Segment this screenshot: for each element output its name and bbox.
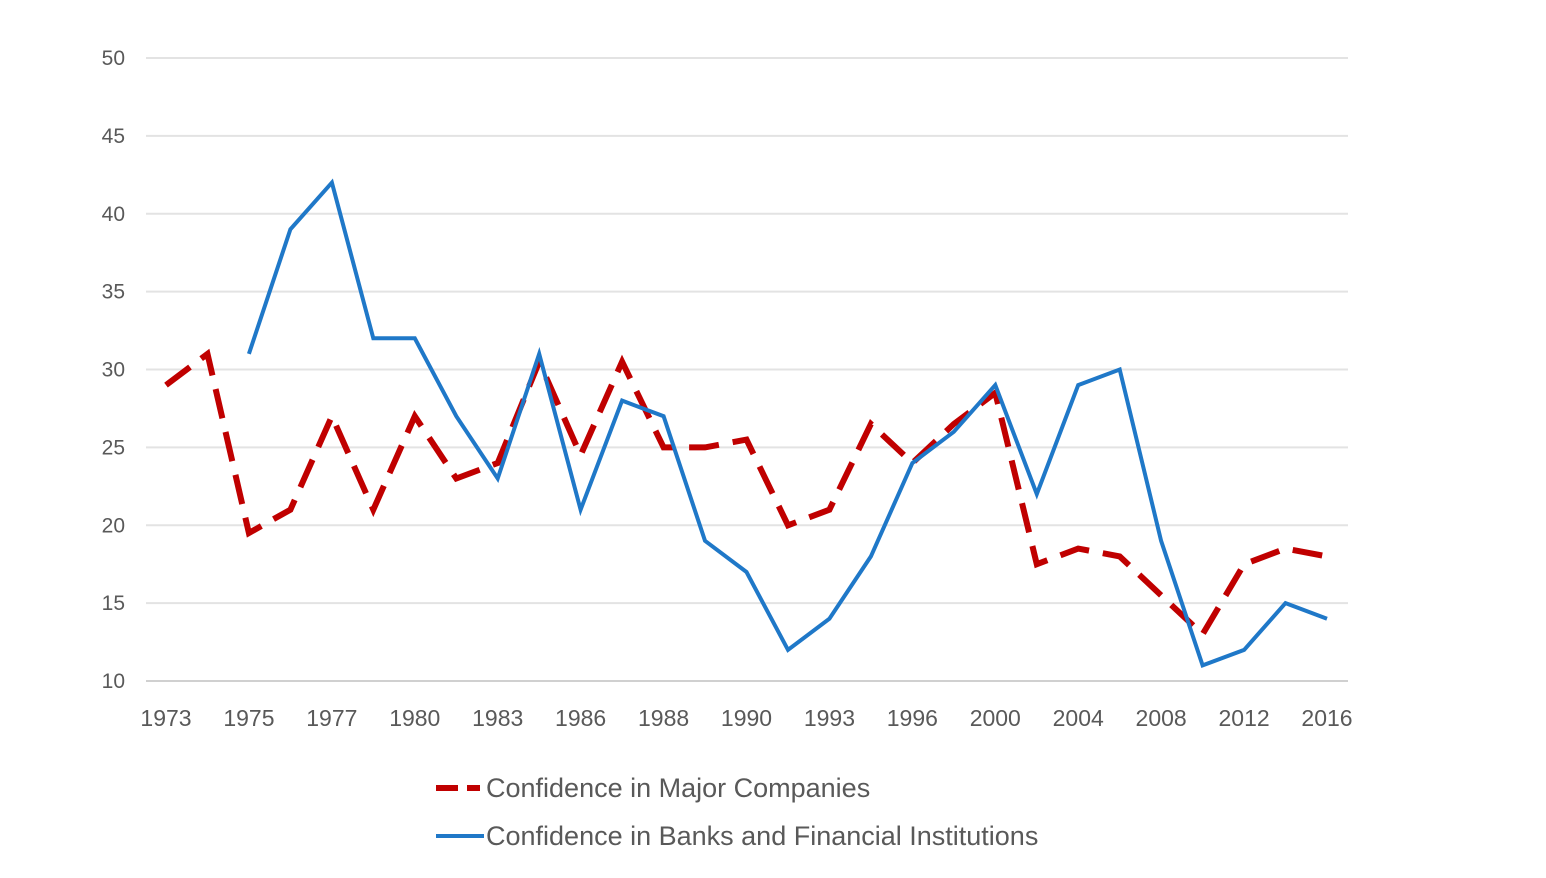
data-point <box>412 335 418 341</box>
data-point <box>619 359 625 365</box>
data-point <box>1034 561 1040 567</box>
data-point <box>661 444 667 450</box>
legend-label-banks: Confidence in Banks and Financial Instit… <box>486 821 1038 851</box>
legend-item-banks[interactable]: Confidence in Banks and Financial Instit… <box>436 821 1038 851</box>
data-point <box>951 429 957 435</box>
y-axis-ticks: 10 15 20 25 30 35 40 45 50 <box>102 47 125 693</box>
data-point <box>826 616 832 622</box>
data-point <box>370 335 376 341</box>
x-axis-ticks: 1973 1975 1977 1980 1983 1986 1988 1990 1993 1996… <box>140 705 1352 731</box>
data-point <box>1241 647 1247 653</box>
data-point <box>412 413 418 419</box>
data-point <box>702 444 708 450</box>
data-point <box>370 507 376 513</box>
data-point <box>329 180 335 186</box>
legend-label-major-companies: Confidence in Major Companies <box>486 773 870 803</box>
y-tick-label: 15 <box>102 592 125 615</box>
x-tick-label: 1983 <box>472 705 523 731</box>
data-point <box>992 382 998 388</box>
x-tick-label: 1988 <box>638 705 689 731</box>
x-tick-label: 1977 <box>306 705 357 731</box>
data-point <box>1241 561 1247 567</box>
y-tick-label: 35 <box>102 281 125 304</box>
data-point <box>909 460 915 466</box>
x-tick-label: 2016 <box>1301 705 1352 731</box>
legend-item-major-companies[interactable]: Confidence in Major Companies <box>436 773 870 803</box>
data-point <box>1324 553 1330 559</box>
x-tick-label: 2008 <box>1136 705 1187 731</box>
data-point <box>785 522 791 528</box>
data-point <box>495 460 501 466</box>
gridlines <box>146 57 1348 682</box>
data-point <box>1200 631 1206 637</box>
data-point <box>951 421 957 427</box>
data-point <box>1200 662 1206 668</box>
data-point <box>578 452 584 458</box>
data-point <box>578 507 584 513</box>
y-tick-label: 20 <box>102 514 125 537</box>
series-line-banks <box>247 178 1328 668</box>
data-point <box>785 647 791 653</box>
data-point <box>536 351 542 357</box>
data-point <box>1117 367 1123 373</box>
x-tick-label: 1990 <box>721 705 772 731</box>
y-tick-label: 50 <box>102 47 125 70</box>
data-point <box>453 476 459 482</box>
y-tick-label: 45 <box>102 125 125 148</box>
series-line-major-companies <box>164 348 1328 640</box>
data-point <box>453 413 459 419</box>
data-point <box>246 351 252 357</box>
data-point <box>1283 546 1289 552</box>
x-tick-label: 2000 <box>970 705 1021 731</box>
data-point <box>329 413 335 419</box>
y-tick-label: 10 <box>102 670 125 693</box>
data-point <box>163 382 169 388</box>
data-point <box>1158 592 1164 598</box>
x-tick-label: 1975 <box>223 705 274 731</box>
data-point <box>868 421 874 427</box>
x-tick-label: 1980 <box>389 705 440 731</box>
data-point <box>1324 616 1330 622</box>
data-point <box>287 507 293 513</box>
y-tick-label: 25 <box>102 436 125 459</box>
data-point <box>1117 553 1123 559</box>
data-point <box>204 351 210 357</box>
data-point <box>744 437 750 443</box>
data-point <box>246 530 252 536</box>
data-point <box>868 553 874 559</box>
data-point <box>1075 546 1081 552</box>
data-point <box>619 398 625 404</box>
data-point <box>744 569 750 575</box>
data-point <box>826 507 832 513</box>
x-tick-label: 1973 <box>140 705 191 731</box>
y-tick-label: 30 <box>102 359 125 382</box>
data-point <box>1075 382 1081 388</box>
data-point <box>702 538 708 544</box>
x-tick-label: 1996 <box>887 705 938 731</box>
data-point <box>1034 491 1040 497</box>
legend: Confidence in Major Companies Confidence… <box>436 773 1038 851</box>
x-tick-label: 1986 <box>555 705 606 731</box>
data-point <box>287 226 293 232</box>
y-tick-label: 40 <box>102 203 125 226</box>
x-tick-label: 2012 <box>1218 705 1269 731</box>
data-point <box>661 413 667 419</box>
data-point <box>1283 600 1289 606</box>
data-point <box>495 476 501 482</box>
x-tick-label: 2004 <box>1053 705 1104 731</box>
x-tick-label: 1993 <box>804 705 855 731</box>
series-lines <box>163 178 1330 668</box>
data-point <box>1158 538 1164 544</box>
